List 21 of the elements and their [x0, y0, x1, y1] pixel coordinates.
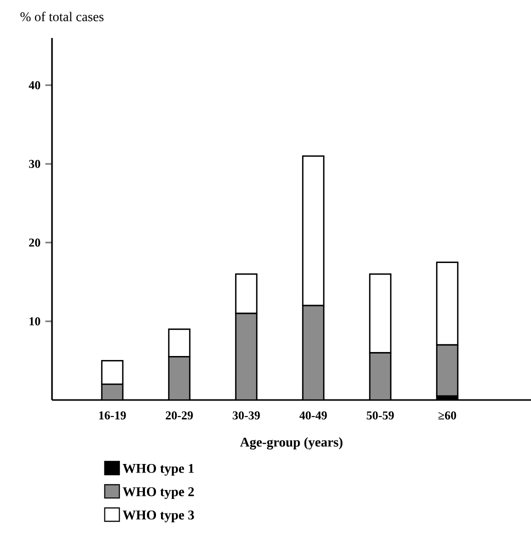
y-axis-title: % of total cases [20, 12, 104, 22]
y-tick-label: 30 [29, 160, 40, 168]
y-tick-label: 40 [28, 81, 40, 90]
bar [168, 328, 190, 358]
bar [302, 304, 324, 400]
x-tick-label: 30-39 [232, 411, 260, 420]
x-tick-label: 50-59 [366, 411, 394, 420]
x-tick-label: 16-19 [99, 411, 126, 420]
bar [235, 312, 258, 400]
legend-label: WHO type 3 [122, 510, 194, 522]
bar [168, 356, 190, 400]
x-tick-label: ≥60 [438, 411, 456, 420]
y-tick-label: 20 [29, 238, 40, 247]
y-tick-label: 10 [30, 317, 40, 326]
x-axis-title: Age-group (years) [240, 437, 342, 450]
x-tick-label: 20-29 [166, 411, 193, 420]
legend-label: WHO type 1 [122, 464, 194, 476]
legend-label: WHO type 2 [122, 487, 194, 499]
x-tick-label: 40-49 [299, 411, 327, 420]
bar [369, 352, 392, 400]
bar [436, 344, 458, 397]
